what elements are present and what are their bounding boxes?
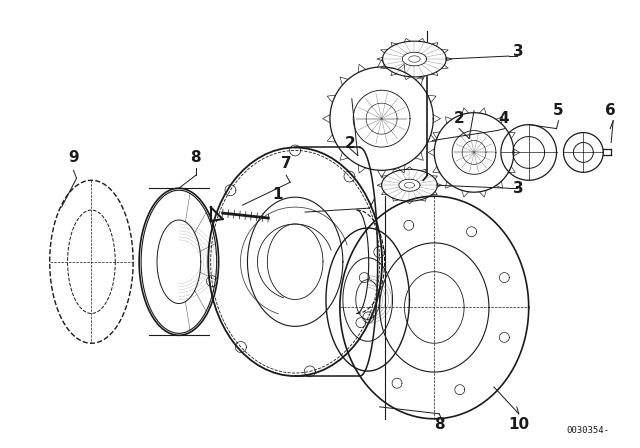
Text: 1: 1: [272, 187, 282, 202]
Text: 9: 9: [68, 150, 79, 165]
Text: 5: 5: [553, 103, 564, 118]
Text: 3: 3: [513, 43, 524, 59]
Text: 0030354-: 0030354-: [567, 426, 610, 435]
Text: 2: 2: [344, 136, 355, 151]
Text: 2: 2: [454, 111, 465, 126]
Text: 4: 4: [499, 111, 509, 126]
Text: 10: 10: [508, 417, 529, 432]
Text: 6: 6: [605, 103, 616, 118]
Text: 3: 3: [513, 181, 524, 196]
Text: 7: 7: [281, 156, 292, 171]
Text: 8: 8: [434, 417, 445, 432]
Text: 8: 8: [191, 150, 201, 165]
